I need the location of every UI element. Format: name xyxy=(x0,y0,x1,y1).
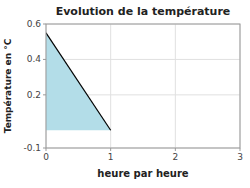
grid-line-x xyxy=(175,24,176,148)
grid xyxy=(46,24,240,148)
tick-label-x: 2 xyxy=(172,152,178,162)
chart: 0 1 2 3 -0.1 0.2 0.4 0.6 Evolution de la tempéra… xyxy=(0,0,250,188)
tick-x xyxy=(175,148,176,151)
x-axis-label: heure par heure xyxy=(97,168,188,179)
plot-frame xyxy=(46,24,240,148)
tick-label-y: 0.6 xyxy=(27,19,42,29)
tick-label-x: 1 xyxy=(108,152,114,162)
plot-area xyxy=(46,33,111,130)
line xyxy=(46,33,111,130)
tick-label-y: 0.4 xyxy=(27,54,42,64)
y-axis-label: Température en °C xyxy=(3,38,13,133)
tick-y xyxy=(43,94,46,95)
tick-x xyxy=(240,148,241,151)
tick-y xyxy=(43,24,46,25)
tick-y xyxy=(43,59,46,60)
tick-label-x: 0 xyxy=(43,152,49,162)
tick-label-y: -0.1 xyxy=(23,143,41,153)
tick-x xyxy=(110,148,111,151)
grid-line-y xyxy=(46,59,240,60)
tick-y xyxy=(43,148,46,149)
tick-label-x: 3 xyxy=(237,152,243,162)
title: Evolution de la température xyxy=(56,5,231,18)
ticks: 0 1 2 3 -0.1 0.2 0.4 0.6 xyxy=(23,19,242,162)
area xyxy=(46,33,111,130)
tick-label-y: 0.2 xyxy=(27,90,41,100)
